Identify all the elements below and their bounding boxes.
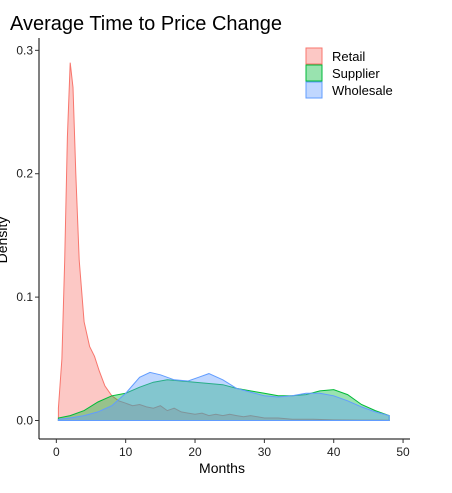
y-tick-label: 0.1: [16, 290, 33, 304]
y-axis-label: Density: [0, 217, 10, 264]
y-tick-label: 0.3: [16, 43, 33, 57]
legend-label-wholesale: Wholesale: [332, 83, 393, 98]
legend-key-retail: [305, 47, 323, 65]
chart-title: Average Time to Price Change: [10, 13, 282, 35]
density-areas: [57, 62, 390, 421]
density-area-supplier: [57, 379, 390, 421]
x-tick-label: 50: [396, 445, 410, 459]
y-tick-label: 0.2: [16, 167, 33, 181]
y-axis-ticks: 0.0 0.1 0.2 0.3: [16, 43, 39, 427]
legend: Retail Supplier Wholesale: [305, 47, 393, 99]
y-tick-label: 0.0: [16, 413, 33, 427]
x-tick-label: 10: [119, 445, 133, 459]
density-area-retail: [57, 62, 390, 421]
x-axis-ticks: 0 10 20 30 40 50: [53, 439, 410, 459]
x-tick-label: 40: [327, 445, 341, 459]
legend-label-supplier: Supplier: [332, 66, 380, 81]
legend-key-supplier: [305, 64, 323, 82]
x-tick-label: 30: [258, 445, 272, 459]
x-tick-label: 0: [53, 445, 60, 459]
legend-key-wholesale: [305, 81, 323, 99]
density-area-wholesale: [57, 371, 390, 421]
x-tick-label: 20: [188, 445, 202, 459]
legend-label-retail: Retail: [332, 49, 365, 64]
x-axis-label: Months: [199, 460, 245, 476]
